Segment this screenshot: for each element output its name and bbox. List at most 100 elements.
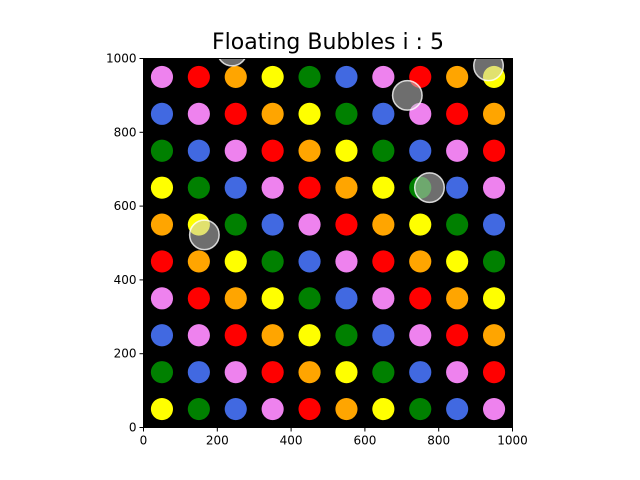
dot-green[interactable] xyxy=(298,65,321,89)
dot-red[interactable] xyxy=(187,287,210,310)
dot-yellow[interactable] xyxy=(372,397,395,421)
dot-orange[interactable] xyxy=(261,324,284,347)
dot-violet[interactable] xyxy=(224,361,247,384)
dot-violet[interactable] xyxy=(482,176,506,199)
dot-yellow[interactable] xyxy=(335,361,358,384)
dot-blue[interactable] xyxy=(187,361,210,384)
dot-orange[interactable] xyxy=(298,139,321,162)
dot-green[interactable] xyxy=(187,176,210,199)
dot-violet[interactable] xyxy=(187,102,210,125)
dot-orange[interactable] xyxy=(446,65,469,89)
dot-green[interactable] xyxy=(298,287,321,310)
dot-blue[interactable] xyxy=(446,176,469,199)
dot-blue[interactable] xyxy=(482,213,506,236)
dot-red[interactable] xyxy=(224,324,247,347)
dot-green[interactable] xyxy=(150,361,174,384)
dot-green[interactable] xyxy=(187,397,210,421)
dot-orange[interactable] xyxy=(372,213,395,236)
dot-red[interactable] xyxy=(150,250,174,273)
dot-red[interactable] xyxy=(446,324,469,347)
dot-blue[interactable] xyxy=(372,324,395,347)
dot-violet[interactable] xyxy=(446,139,469,162)
dot-blue[interactable] xyxy=(187,139,210,162)
dot-yellow[interactable] xyxy=(261,287,284,310)
dot-violet[interactable] xyxy=(372,65,395,89)
dot-red[interactable] xyxy=(261,139,284,162)
dot-red[interactable] xyxy=(482,361,506,384)
dot-blue[interactable] xyxy=(224,176,247,199)
dot-violet[interactable] xyxy=(335,250,358,273)
dot-yellow[interactable] xyxy=(150,397,174,421)
dot-yellow[interactable] xyxy=(224,250,247,273)
dot-red[interactable] xyxy=(298,176,321,199)
dot-red[interactable] xyxy=(446,102,469,125)
dot-yellow[interactable] xyxy=(446,250,469,273)
dot-red[interactable] xyxy=(261,361,284,384)
floating-bubble[interactable] xyxy=(188,219,220,251)
dot-blue[interactable] xyxy=(335,287,358,310)
dot-red[interactable] xyxy=(224,102,247,125)
dot-green[interactable] xyxy=(409,397,432,421)
dot-blue[interactable] xyxy=(261,213,284,236)
dot-orange[interactable] xyxy=(482,324,506,347)
dot-orange[interactable] xyxy=(224,287,247,310)
dot-green[interactable] xyxy=(335,324,358,347)
dot-orange[interactable] xyxy=(409,250,432,273)
dot-yellow[interactable] xyxy=(298,102,321,125)
dot-blue[interactable] xyxy=(150,102,174,125)
floating-bubble[interactable] xyxy=(473,51,505,82)
dot-red[interactable] xyxy=(482,139,506,162)
dot-yellow[interactable] xyxy=(409,213,432,236)
dot-yellow[interactable] xyxy=(482,287,506,310)
dot-orange[interactable] xyxy=(224,65,247,89)
dot-green[interactable] xyxy=(261,250,284,273)
dot-blue[interactable] xyxy=(298,250,321,273)
dot-green[interactable] xyxy=(446,213,469,236)
floating-bubble[interactable] xyxy=(391,79,423,111)
dot-violet[interactable] xyxy=(150,287,174,310)
dot-orange[interactable] xyxy=(335,397,358,421)
dot-orange[interactable] xyxy=(482,102,506,125)
dot-blue[interactable] xyxy=(224,397,247,421)
dot-blue[interactable] xyxy=(335,65,358,89)
dot-blue[interactable] xyxy=(409,361,432,384)
dot-green[interactable] xyxy=(372,139,395,162)
dot-green[interactable] xyxy=(150,139,174,162)
dot-violet[interactable] xyxy=(372,287,395,310)
dot-red[interactable] xyxy=(298,397,321,421)
dot-violet[interactable] xyxy=(224,139,247,162)
dot-red[interactable] xyxy=(187,65,210,89)
dot-violet[interactable] xyxy=(482,397,506,421)
dot-yellow[interactable] xyxy=(335,139,358,162)
dot-orange[interactable] xyxy=(187,250,210,273)
dot-violet[interactable] xyxy=(150,65,174,89)
dot-yellow[interactable] xyxy=(261,65,284,89)
floating-bubble[interactable] xyxy=(217,36,247,67)
dot-red[interactable] xyxy=(372,250,395,273)
dot-violet[interactable] xyxy=(261,176,284,199)
dot-orange[interactable] xyxy=(335,176,358,199)
dot-violet[interactable] xyxy=(261,397,284,421)
dot-yellow[interactable] xyxy=(298,324,321,347)
dot-blue[interactable] xyxy=(409,139,432,162)
dot-blue[interactable] xyxy=(446,397,469,421)
dot-green[interactable] xyxy=(372,361,395,384)
dot-yellow[interactable] xyxy=(372,176,395,199)
dot-violet[interactable] xyxy=(409,324,432,347)
dot-blue[interactable] xyxy=(150,324,174,347)
dot-violet[interactable] xyxy=(298,213,321,236)
dot-green[interactable] xyxy=(224,213,247,236)
floating-bubble[interactable] xyxy=(413,172,445,204)
dot-orange[interactable] xyxy=(261,102,284,125)
dot-orange[interactable] xyxy=(150,213,174,236)
dot-violet[interactable] xyxy=(446,361,469,384)
dot-blue[interactable] xyxy=(372,102,395,125)
dot-red[interactable] xyxy=(335,213,358,236)
dot-violet[interactable] xyxy=(187,324,210,347)
dot-green[interactable] xyxy=(335,102,358,125)
dot-orange[interactable] xyxy=(446,287,469,310)
dot-yellow[interactable] xyxy=(150,176,174,199)
dot-red[interactable] xyxy=(409,287,432,310)
dot-orange[interactable] xyxy=(298,361,321,384)
dot-green[interactable] xyxy=(482,250,506,273)
